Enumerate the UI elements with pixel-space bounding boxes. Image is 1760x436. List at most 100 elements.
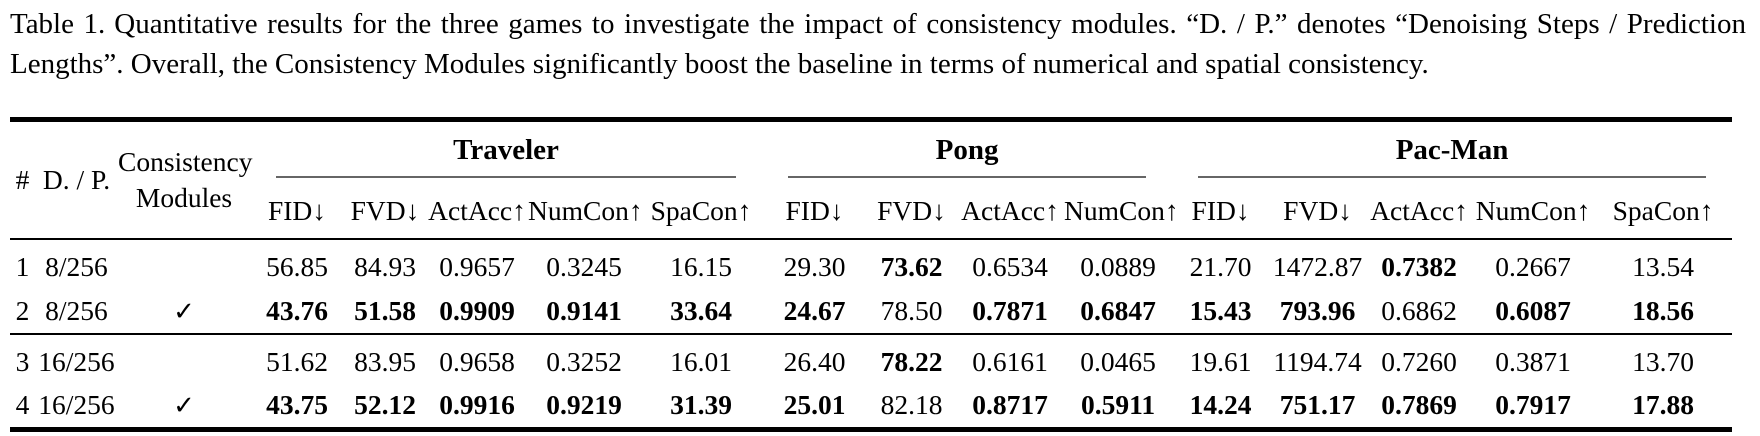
metric-value-cell: 0.2667 (1495, 251, 1571, 282)
metric-value-cell: 29.30 (783, 251, 846, 282)
table-caption-label: Table 1. (10, 8, 106, 40)
metric-value-cell: 52.12 (354, 389, 416, 421)
metric-value-cell: 26.40 (783, 346, 846, 377)
checkmark-icon: ✓ (173, 391, 195, 422)
table-caption: Table 1. Quantitative results for the thr… (10, 4, 1746, 84)
group-header-pacman: Pac-Man (1172, 120, 1732, 178)
consistency-cell: ✓ (118, 289, 250, 335)
metric-value-cell: 31.39 (670, 389, 732, 421)
metric-value-cell: 13.70 (1632, 346, 1694, 377)
metric-header-traveler-actacc: ActAcc↑ (426, 178, 528, 240)
metric-value-cell: 43.76 (250, 289, 344, 335)
group-title-pong: Pong (935, 134, 999, 166)
metric-header-traveler-fvd: FVD↓ (344, 178, 426, 240)
metric-value-cell: 0.6847 (1064, 289, 1173, 335)
metric-value-cell: 15.43 (1172, 289, 1270, 335)
header-dp: D. / P. (35, 119, 118, 240)
metric-value-cell: 82.18 (880, 389, 943, 421)
metric-value-cell: 14.24 (1189, 389, 1252, 421)
metric-value-cell: 0.0465 (1080, 346, 1156, 377)
header-consistency-line1: Consistency (118, 146, 253, 177)
metric-header-pong-numcon: NumCon↑ (1064, 178, 1179, 240)
metric-value-cell: 0.6161 (972, 346, 1048, 377)
row-number-cell: 2 (10, 289, 35, 335)
metric-header-traveler-spacon: SpaCon↑ (640, 178, 763, 240)
table-row: 2 8/256 ✓ 43.76 51.58 0.9909 0.9141 33.64 24.67 7… (10, 289, 1733, 335)
metric-value-cell: 0.3252 (546, 346, 622, 377)
metric-value-cell: 0.7869 (1381, 389, 1457, 421)
metric-value-cell: 13.54 (1632, 251, 1694, 282)
metric-header-pacman-numcon: NumCon↑ (1472, 178, 1595, 240)
metric-header-pong-fvd: FVD↓ (867, 178, 957, 240)
metric-value-cell: 19.61 (1189, 346, 1252, 377)
metric-value-cell: 51.62 (266, 346, 328, 377)
dp-cell: 16/256 (38, 389, 115, 421)
table-body: 1 8/256 56.85 84.93 0.9657 0.3245 16.15 29.30 73… (10, 239, 1733, 429)
checkmark-icon: ✓ (173, 297, 195, 327)
metric-value-cell: 751.17 (1279, 389, 1356, 421)
group-underline-traveler (276, 176, 737, 178)
dp-cell: 8/256 (35, 289, 118, 335)
metric-value-cell: 0.9141 (528, 289, 640, 335)
metric-value-cell: 18.56 (1594, 289, 1733, 335)
metric-value-cell: 84.93 (354, 251, 416, 282)
metric-value-cell: 56.85 (266, 251, 328, 282)
metric-value-cell: 24.67 (762, 289, 868, 335)
metric-value-cell: 83.95 (354, 346, 416, 377)
table-header: # D. / P. Consistency Modules Traveler P… (10, 119, 1733, 240)
metric-value-cell: 0.9219 (546, 389, 622, 421)
metric-value-cell: 0.7917 (1495, 389, 1571, 421)
metric-value-cell: 0.9658 (439, 346, 515, 377)
metric-header-pacman-fid: FID↓ (1172, 178, 1270, 240)
metric-value-cell: 0.6862 (1366, 289, 1473, 335)
metric-header-pacman-fvd: FVD↓ (1269, 178, 1367, 240)
metric-value-cell: 43.75 (266, 389, 328, 421)
metric-value-cell: 1194.74 (1273, 346, 1362, 377)
metric-value-cell: 16.01 (670, 346, 732, 377)
table-row: 4 16/256 ✓ 43.75 52.12 0.9916 0.9219 31.39 25.01… (10, 384, 1732, 429)
metric-value-cell: 0.3245 (546, 251, 622, 282)
dp-cell: 8/256 (45, 251, 108, 282)
consistency-cell: ✓ (118, 384, 250, 429)
group-title-traveler: Traveler (453, 134, 559, 166)
consistency-cell (118, 239, 250, 289)
metric-value-cell: 73.62 (880, 251, 943, 282)
group-title-pacman: Pac-Man (1395, 134, 1509, 166)
metric-value-cell: 0.7871 (956, 289, 1065, 335)
metric-header-pacman-actacc: ActAcc↑ (1366, 178, 1473, 240)
group-header-pong: Pong (762, 120, 1172, 178)
metric-header-row: FID↓ FVD↓ ActAcc↑ NumCon↑ SpaCon↑ FID↓ F… (10, 178, 1733, 240)
row-number-cell: 4 (15, 389, 30, 421)
metric-header-pong-fid: FID↓ (762, 178, 868, 240)
metric-header-traveler-fid: FID↓ (250, 178, 344, 240)
metric-value-cell: 0.9916 (439, 389, 515, 421)
table-row: 3 16/256 51.62 83.95 0.9658 0.3252 16.01 26.40 7… (10, 334, 1732, 384)
metric-value-cell: 0.0889 (1080, 251, 1156, 282)
dp-cell: 16/256 (38, 346, 115, 377)
metric-value-cell: 25.01 (783, 389, 846, 421)
group-header-row: # D. / P. Consistency Modules Traveler P… (10, 119, 1732, 240)
metric-value-cell: 0.3871 (1495, 346, 1571, 377)
group-header-traveler: Traveler (250, 120, 762, 178)
metric-value-cell: 17.88 (1632, 389, 1694, 421)
header-consistency-line2: Modules (135, 182, 233, 213)
metric-value-cell: 51.58 (344, 289, 426, 335)
table-row: 1 8/256 56.85 84.93 0.9657 0.3245 16.15 29.30 73… (10, 239, 1732, 289)
metric-value-cell: 1472.87 (1272, 251, 1363, 282)
header-row-number: # (10, 119, 35, 240)
metric-value-cell: 21.70 (1189, 251, 1252, 282)
consistency-cell (118, 334, 250, 384)
metric-value-cell: 33.64 (640, 289, 763, 335)
metric-header-traveler-numcon: NumCon↑ (528, 178, 643, 240)
metric-value-cell: 0.7260 (1381, 346, 1457, 377)
metric-value-cell: 0.5911 (1080, 389, 1156, 421)
metric-value-cell: 0.7382 (1381, 251, 1457, 282)
row-number-cell: 3 (15, 346, 30, 377)
metric-value-cell: 0.8717 (972, 389, 1048, 421)
metric-value-cell: 0.9909 (426, 289, 528, 335)
table-caption-text: Quantitative results for the three games… (10, 8, 1746, 80)
group-underline-pong (788, 176, 1147, 178)
header-consistency-modules: Consistency Modules (118, 119, 253, 240)
group-underline-pacman (1198, 176, 1707, 178)
metric-value-cell: 16.15 (670, 251, 732, 282)
